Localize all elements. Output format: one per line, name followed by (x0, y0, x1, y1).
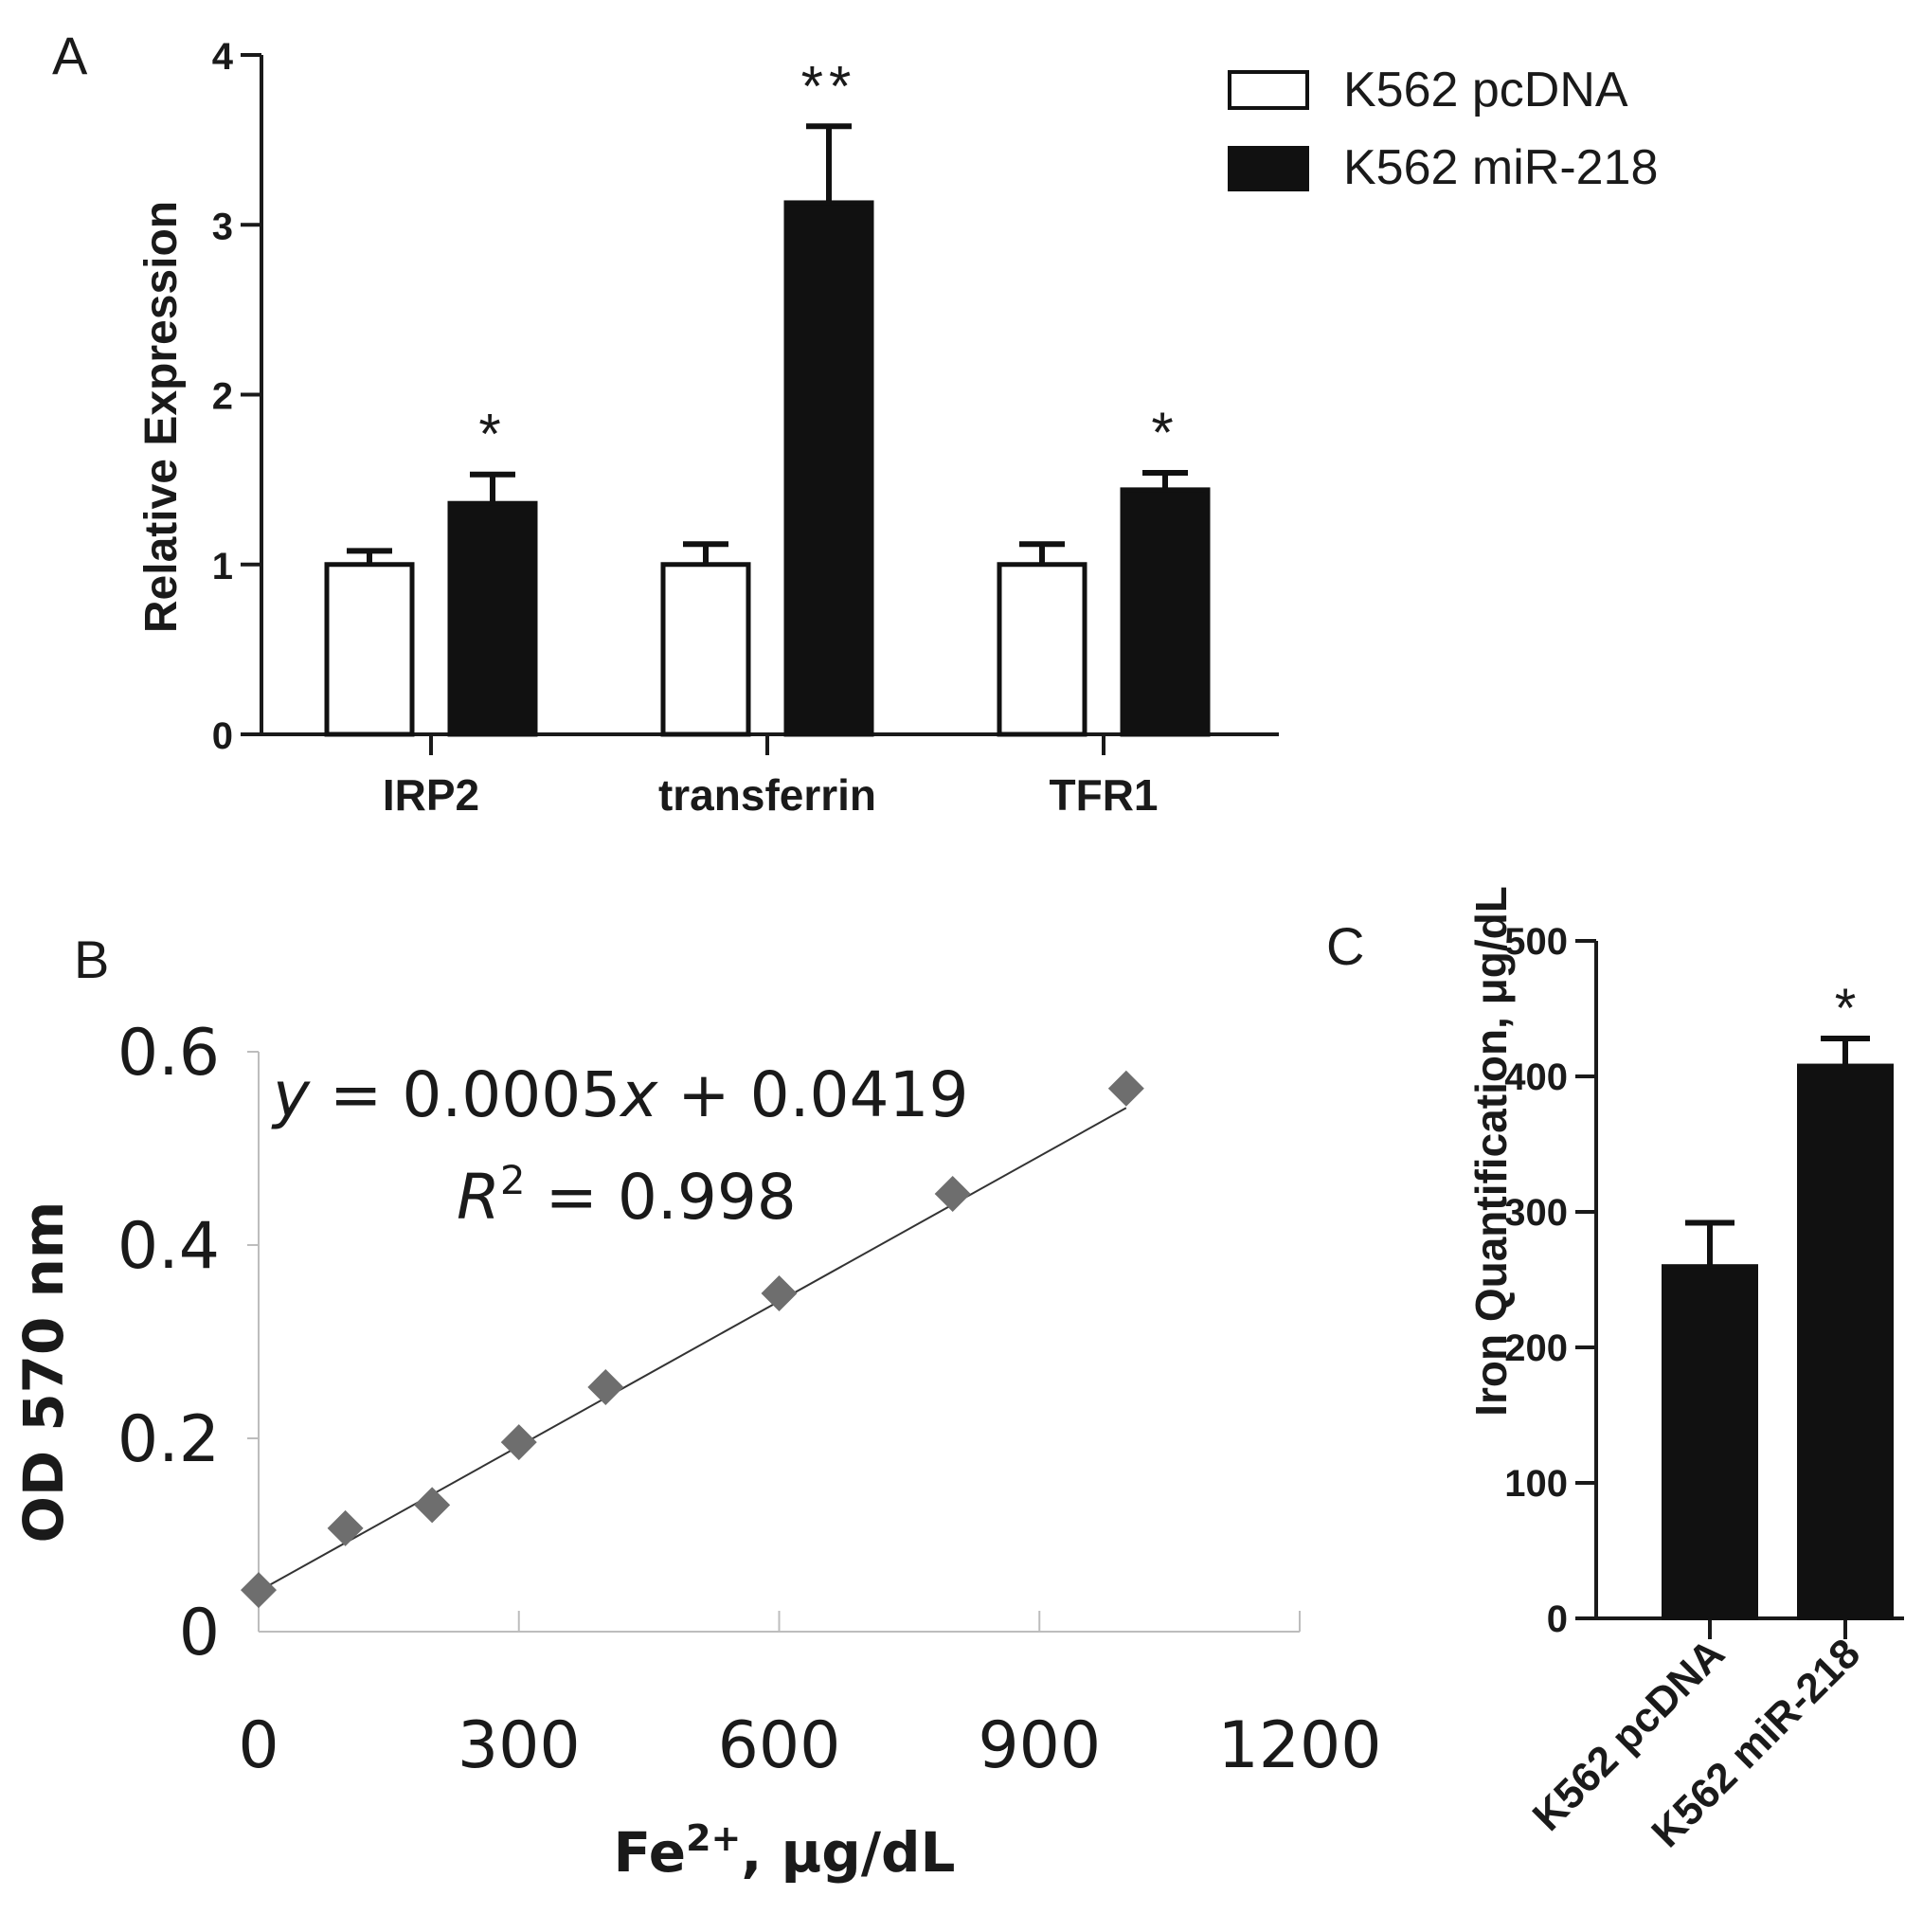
panel-a-bar-k562-mir-218-tfr1 (1120, 487, 1211, 737)
panel-a-significance-tfr1: * (1151, 401, 1178, 464)
panel-a-chart: Relative Expression 0 1 2 3 4 IRP2 * transferri… (136, 36, 1658, 820)
panel-a-significance-irp2: * (478, 403, 506, 466)
panel-a-y-tick-label: 4 (212, 36, 234, 78)
panel-c-y-tick-label: 100 (1504, 1463, 1568, 1505)
panel-c-bar-k562-mir-218 (1797, 1063, 1894, 1621)
panel-b-x-tick-label: 600 (718, 1708, 841, 1783)
panel-c-y-tick-label: 200 (1504, 1327, 1568, 1369)
panel-c-significance-k562-mir-218: * (1835, 978, 1857, 1039)
panel-b-data-point (1107, 1070, 1144, 1107)
panel-label-c: C (1326, 916, 1364, 976)
panel-b-marks: 0 0.2 0.4 0.6 0 300 600 900 1200 (117, 1016, 1382, 1783)
panel-a-bar-k562-mir-218-transferrin (783, 200, 874, 737)
panel-a-x-tick-label-tfr1: TFR1 (1050, 770, 1159, 820)
panel-b-data-point (241, 1572, 277, 1609)
panel-a-y-tick-label: 2 (212, 376, 233, 418)
legend-swatch-pcdna (1228, 70, 1309, 110)
panel-a-x-tick-label-transferrin: transferrin (658, 770, 876, 820)
panel-a-bar-k562-pcdna-irp2 (324, 562, 415, 737)
panel-b-xlabel: Fe2+, μg/dL (614, 1817, 956, 1885)
panel-b-equation: y = 0.0005x + 0.0419 (271, 1058, 969, 1131)
panel-a-bar-k562-pcdna-transferrin (660, 562, 751, 737)
panel-b-x-tick-label: 1200 (1217, 1708, 1381, 1783)
panel-b-data-point (934, 1175, 971, 1212)
panel-c-bar-k562-pcdna (1662, 1264, 1758, 1620)
panel-b-data-point (414, 1487, 451, 1524)
panel-a-marks: 0 1 2 3 4 IRP2 * transferrin ** TFR1 * (212, 36, 1279, 820)
panel-a-ylabel: Relative Expression (136, 201, 187, 633)
panel-a-significance-transferrin: ** (801, 54, 857, 117)
panel-b-trendline (258, 1107, 1127, 1593)
panel-b-y-tick-label: 0.2 (117, 1402, 220, 1477)
panel-b-data-point (500, 1424, 537, 1461)
panel-b-ylabel: OD 570 nm (11, 1201, 76, 1544)
panel-b-r-squared: R2 = 0.998 (457, 1157, 797, 1234)
panel-c-chart: Iron Quantification, μg/dL 0 100 200 300 400… (1466, 886, 1904, 1856)
panel-b-y-tick-label: 0 (179, 1596, 220, 1670)
legend-swatch-mir218 (1228, 146, 1309, 191)
panel-a-y-tick-label: 1 (212, 546, 233, 587)
panel-c-y-tick-label: 300 (1504, 1192, 1568, 1234)
panel-a-y-tick-label: 3 (212, 206, 233, 247)
panel-b-data-point (327, 1509, 364, 1546)
panel-b-x-tick-label: 0 (238, 1708, 279, 1783)
panel-c-y-tick-label: 400 (1504, 1056, 1568, 1098)
panel-b-data-point (587, 1368, 624, 1405)
panel-b-y-tick-label: 0.6 (117, 1016, 220, 1091)
panel-b-chart: OD 570 nm Fe2+, μg/dL y = 0.0005x + 0.04… (11, 1016, 1382, 1885)
panel-b-data-point (761, 1275, 798, 1311)
panel-a-legend: K562 pcDNA K562 miR-218 (1228, 63, 1658, 195)
legend-label-pcdna: K562 pcDNA (1343, 63, 1628, 117)
panel-label-b: B (74, 930, 109, 989)
panel-a-x-tick-label-irp2: IRP2 (383, 770, 479, 820)
panel-b-y-tick-label: 0.4 (117, 1209, 220, 1284)
panel-c-y-tick-label: 0 (1547, 1598, 1568, 1640)
panel-b-x-tick-label: 900 (978, 1708, 1101, 1783)
legend-label-mir218: K562 miR-218 (1343, 140, 1658, 195)
panel-a-bar-k562-pcdna-tfr1 (997, 562, 1087, 737)
panel-a-y-tick-label: 0 (212, 715, 233, 757)
panel-b-x-tick-label: 300 (458, 1708, 581, 1783)
panel-label-a: A (52, 26, 88, 85)
panel-c-y-tick-label: 500 (1504, 921, 1568, 963)
panel-a-bar-k562-mir-218-irp2 (447, 500, 538, 737)
panel-c-ylabel: Iron Quantification, μg/dL (1466, 886, 1516, 1417)
